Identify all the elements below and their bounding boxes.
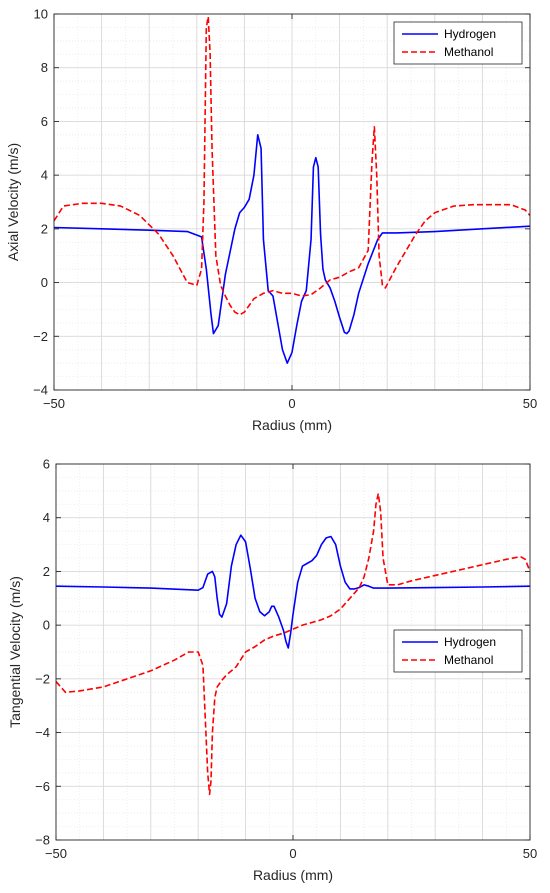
legend-entry-methanol: Methanol — [444, 45, 493, 59]
y-tick-label: −4 — [35, 725, 50, 740]
y-tick-label: −2 — [33, 329, 48, 344]
legend-entry-hydrogen: Hydrogen — [444, 27, 496, 41]
y-tick-label: 0 — [41, 275, 48, 290]
x-tick-label: −50 — [45, 846, 67, 861]
x-tick-label: 0 — [289, 846, 296, 861]
x-tick-label: 50 — [523, 846, 537, 861]
legend-entry-hydrogen: Hydrogen — [444, 635, 496, 649]
x-tick-label: −50 — [43, 396, 65, 411]
series-line-methanol — [56, 492, 530, 796]
y-tick-label: 2 — [41, 221, 48, 236]
y-tick-label: 10 — [34, 7, 48, 22]
y-tick-label: 4 — [41, 168, 48, 183]
legend: Hydrogen Methanol — [393, 629, 523, 673]
y-tick-label: 4 — [43, 510, 50, 525]
series-line-hydrogen — [56, 534, 530, 649]
axial-velocity-plot: −50 0 50 −4 −2 0 2 4 6 8 10 Radius (mm) Axial Veloci… — [5, 7, 537, 434]
legend-entry-methanol: Methanol — [444, 653, 493, 667]
y-tick-label: −8 — [35, 833, 50, 848]
y-axis-label: Axial Velocity (m/s) — [5, 143, 21, 261]
legend-box — [393, 629, 523, 673]
x-axis-label: Radius (mm) — [252, 417, 332, 433]
series-line-methanol — [54, 15, 530, 316]
y-tick-label: 0 — [43, 618, 50, 633]
y-tick-label: −2 — [35, 671, 50, 686]
x-tick-label: 50 — [523, 396, 537, 411]
y-axis-label: Tangential Velocity (m/s) — [7, 576, 23, 728]
series-line-hydrogen — [54, 134, 530, 364]
x-axis-label: Radius (mm) — [253, 867, 333, 883]
y-tick-label: 6 — [41, 114, 48, 129]
y-tick-label: 2 — [43, 564, 50, 579]
y-tick-label: 6 — [43, 457, 50, 472]
tangential-velocity-plot: −50 0 50 −8 −6 −4 −2 0 2 4 6 Radius (mm) Tangential … — [7, 457, 537, 884]
legend-box — [393, 21, 523, 65]
x-tick-label: 0 — [288, 396, 295, 411]
legend: Hydrogen Methanol — [393, 21, 523, 65]
y-tick-label: −4 — [33, 383, 48, 398]
y-tick-label: 8 — [41, 60, 48, 75]
y-tick-label: −6 — [35, 779, 50, 794]
